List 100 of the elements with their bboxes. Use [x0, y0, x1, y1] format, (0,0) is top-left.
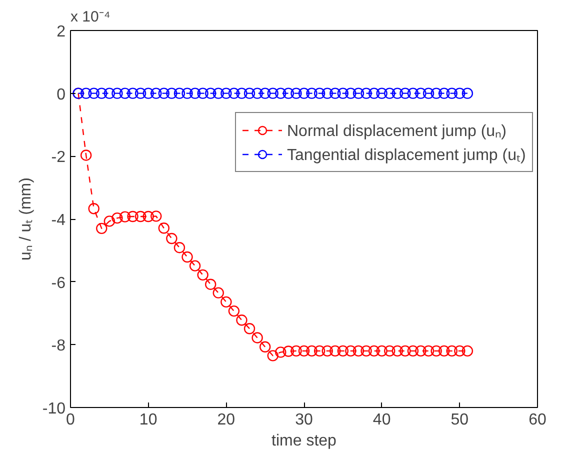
x-tick-label: 10 — [139, 412, 158, 428]
point — [407, 345, 419, 357]
point — [189, 88, 201, 99]
point — [96, 222, 108, 234]
point — [322, 345, 333, 357]
point — [142, 88, 154, 99]
point — [290, 345, 302, 357]
point — [306, 345, 318, 357]
point — [352, 88, 364, 99]
point — [158, 88, 170, 99]
text: x 10⁻⁴ — [70, 8, 110, 26]
point — [236, 88, 248, 99]
point — [275, 346, 286, 358]
point — [96, 88, 108, 99]
point — [259, 341, 271, 352]
point — [376, 345, 388, 357]
point — [454, 88, 466, 99]
point — [212, 88, 224, 99]
point — [88, 203, 100, 214]
point — [314, 345, 326, 357]
point — [306, 88, 318, 99]
point — [345, 345, 356, 357]
point — [352, 345, 364, 357]
point — [104, 216, 116, 227]
y-tick-label: -10 — [42, 400, 66, 418]
point — [430, 88, 442, 99]
point — [166, 232, 178, 244]
point — [298, 345, 310, 357]
point — [174, 88, 186, 99]
point — [220, 296, 232, 308]
point — [119, 211, 131, 222]
y-tick-label: -2 — [51, 149, 66, 166]
point — [438, 345, 450, 357]
point — [376, 88, 388, 99]
point — [368, 345, 380, 357]
point — [337, 88, 349, 99]
point — [127, 210, 138, 222]
x-tick-label: 20 — [217, 412, 236, 428]
point — [438, 88, 450, 99]
point — [150, 88, 162, 99]
point — [182, 88, 193, 99]
point — [360, 88, 372, 99]
point — [80, 88, 92, 99]
point — [368, 88, 380, 99]
point — [446, 345, 458, 357]
point — [345, 88, 356, 99]
point — [384, 345, 396, 357]
point — [400, 88, 411, 99]
point — [112, 212, 123, 224]
point — [244, 88, 256, 99]
point — [314, 88, 326, 99]
point — [322, 88, 333, 99]
point — [407, 88, 419, 99]
point — [220, 88, 232, 99]
point — [104, 88, 116, 99]
point — [384, 88, 396, 99]
y-tick-label: 2 — [56, 24, 66, 40]
point — [330, 345, 341, 357]
point — [392, 88, 403, 99]
point — [337, 345, 349, 357]
point — [259, 88, 271, 99]
x-tick-label: 60 — [528, 412, 546, 428]
point — [400, 345, 411, 357]
point — [228, 305, 240, 317]
point — [446, 88, 458, 99]
point — [360, 345, 372, 357]
x-tick-label: 40 — [372, 412, 391, 428]
point — [197, 88, 208, 99]
point — [267, 350, 278, 362]
x-axis-title: time step — [272, 432, 337, 450]
y-tick-label: -4 — [51, 212, 66, 229]
point — [290, 88, 302, 99]
point — [189, 260, 201, 272]
point — [462, 345, 474, 357]
point — [212, 287, 224, 298]
point — [182, 251, 193, 263]
point — [454, 345, 466, 357]
point — [142, 210, 154, 222]
point — [415, 88, 426, 99]
point — [275, 88, 286, 99]
point — [134, 88, 146, 99]
point — [205, 278, 216, 290]
point — [112, 88, 123, 99]
point — [134, 210, 146, 222]
point — [205, 88, 216, 99]
point — [422, 345, 434, 357]
point — [80, 150, 92, 161]
point — [298, 88, 310, 99]
point — [228, 88, 240, 99]
point — [174, 242, 186, 254]
legend-label: Tangential displacement jump (uₜ) — [287, 146, 526, 165]
point — [392, 345, 403, 357]
y-tick-label: 0 — [56, 86, 66, 104]
point — [150, 210, 162, 222]
point — [430, 345, 442, 357]
point — [244, 323, 256, 334]
y-tick-label: -8 — [51, 338, 66, 355]
x-tick-label: 30 — [295, 412, 313, 428]
point — [462, 88, 474, 99]
point — [282, 346, 294, 357]
